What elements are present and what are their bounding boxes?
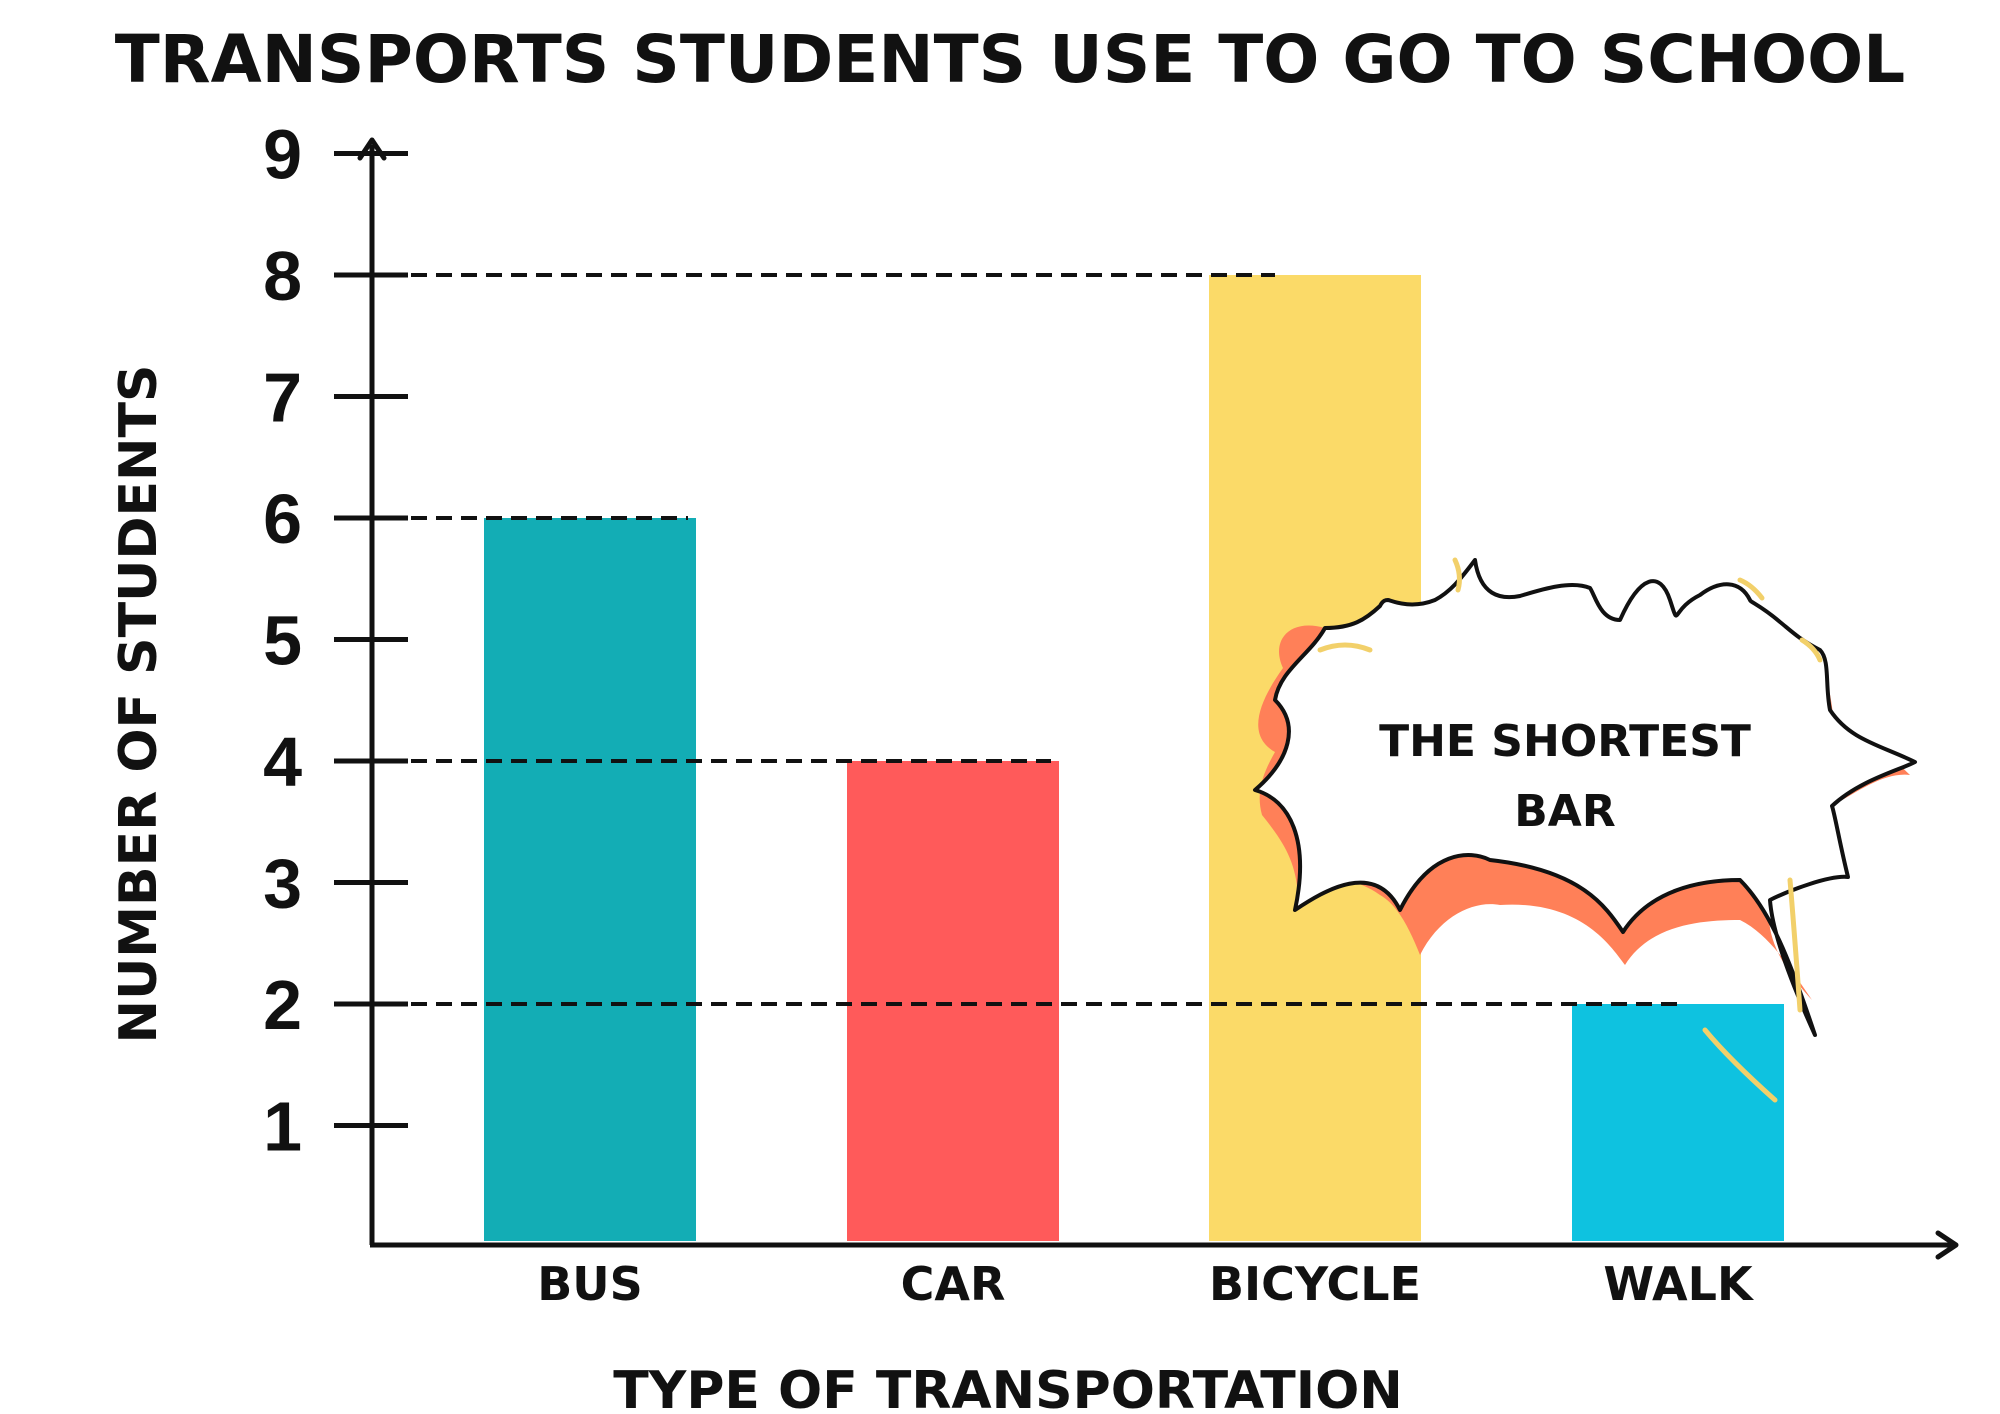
shortest-bar-callout: THE SHORTEST BAR (1253, 557, 1917, 1103)
category-label-bicycle: BICYCLE (1209, 1257, 1421, 1311)
x-category-labels: BUS CAR BICYCLE WALK (537, 1257, 1755, 1311)
callout-burst (1253, 558, 1917, 1037)
category-label-bus: BUS (537, 1257, 643, 1311)
y-tick-label-6: 6 (263, 480, 302, 558)
y-tick-label-2: 2 (263, 966, 302, 1044)
x-axis-arrowhead (1935, 1230, 1959, 1260)
x-axis-title: TYPE OF TRANSPORTATION (613, 1361, 1403, 1414)
y-tick-label-3: 3 (263, 845, 302, 923)
y-tick-label-9: 9 (263, 116, 302, 194)
y-tick-label-4: 4 (263, 723, 302, 801)
category-label-car: CAR (901, 1257, 1006, 1311)
y-axis-title: NUMBER OF STUDENTS (109, 365, 169, 1044)
y-tick-label-8: 8 (263, 237, 302, 315)
bar-car (847, 761, 1059, 1241)
y-tick-label-5: 5 (263, 602, 302, 680)
y-ticks: 1 2 3 4 5 6 7 8 9 (263, 116, 408, 1166)
callout-text-line1: THE SHORTEST (1379, 716, 1751, 767)
y-tick-label-7: 7 (263, 359, 302, 437)
callout-accent-strokes (1317, 557, 1823, 1103)
chart-title: TRANSPORTS STUDENTS USE TO GO TO SCHOOL (115, 21, 1905, 98)
y-tick-label-1: 1 (263, 1088, 302, 1166)
callout-text-line2: BAR (1514, 786, 1615, 837)
bar-walk (1572, 1004, 1784, 1241)
category-label-walk: WALK (1603, 1257, 1755, 1311)
bar-bus (484, 518, 696, 1241)
